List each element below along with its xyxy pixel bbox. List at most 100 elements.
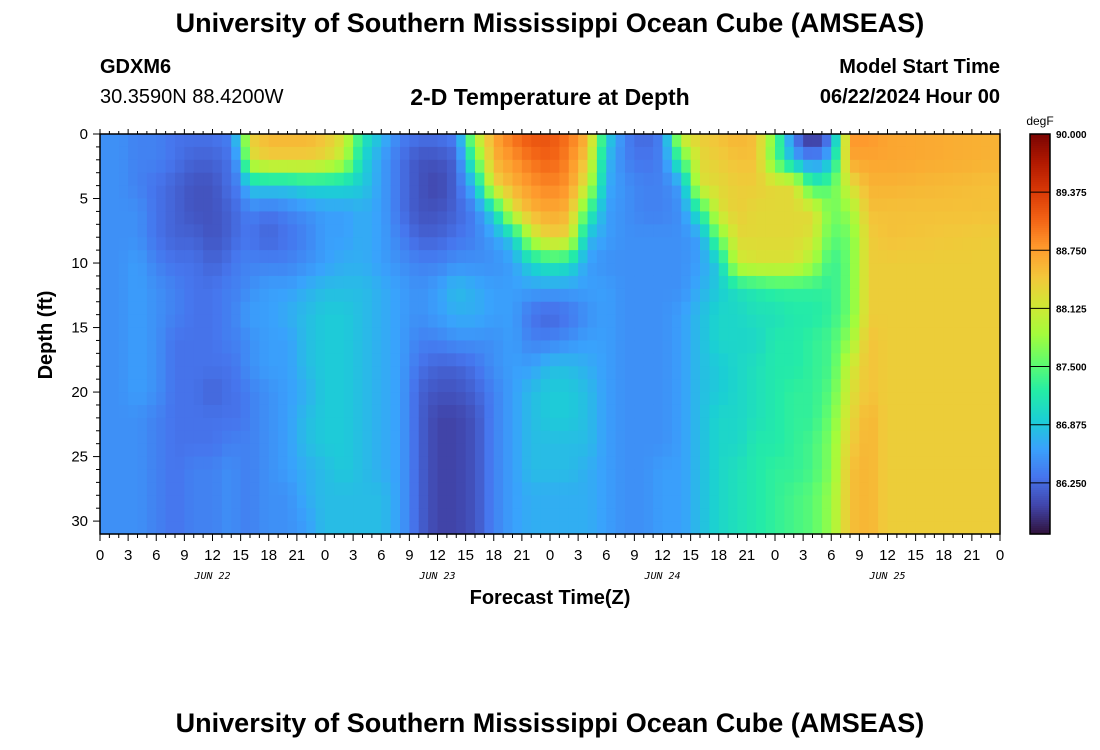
heatmap-cell [296, 301, 307, 316]
heatmap-cell [746, 404, 757, 419]
heatmap-cell [596, 327, 607, 342]
colorbar-segment [1030, 346, 1050, 349]
heatmap-cell [690, 134, 701, 148]
heatmap-cell [821, 340, 832, 354]
heatmap-cell [625, 404, 635, 419]
heatmap-cell [793, 288, 804, 303]
heatmap-cell [653, 430, 664, 445]
colorbar-segment [1030, 516, 1050, 519]
heatmap-cell [596, 275, 607, 290]
heatmap-cell [137, 172, 148, 187]
heatmap-cell [475, 456, 485, 471]
heatmap-cell [662, 417, 673, 432]
heatmap-cell [568, 327, 579, 342]
heatmap-cell [953, 275, 964, 290]
heatmap-cell [493, 469, 504, 483]
heatmap-cell [296, 353, 307, 367]
heatmap-cell [315, 443, 326, 458]
heatmap-cell [943, 263, 954, 277]
heatmap-cell [934, 430, 945, 445]
heatmap-cell [475, 198, 485, 213]
heatmap-cell [812, 159, 823, 174]
heatmap-cell [146, 482, 157, 496]
colorbar-segment [1030, 248, 1050, 251]
heatmap-cell [203, 134, 214, 148]
colorbar-segment [1030, 184, 1050, 187]
heatmap-cell [493, 250, 504, 264]
heatmap-cell [765, 172, 776, 187]
heatmap-cell [737, 353, 748, 367]
heatmap-cell [193, 340, 204, 354]
heatmap-cell [362, 417, 373, 432]
heatmap-cell [146, 134, 157, 148]
heatmap-cell [934, 237, 945, 251]
heatmap-cell [653, 379, 664, 393]
heatmap-cell [353, 288, 364, 303]
heatmap-cell [437, 275, 448, 290]
heatmap-cell [184, 224, 195, 238]
heatmap-cell [718, 146, 729, 161]
colorbar-segment [1030, 374, 1050, 377]
heatmap-cell [578, 508, 589, 522]
heatmap-cell [493, 366, 504, 380]
heatmap-cell [878, 456, 889, 471]
heatmap-cell [287, 443, 298, 458]
heatmap-cell [971, 366, 982, 380]
heatmap-cell [146, 456, 157, 471]
heatmap-cell [625, 263, 635, 277]
heatmap-cell [559, 392, 570, 406]
heatmap-cell [400, 379, 410, 393]
heatmap-cell [671, 392, 682, 406]
heatmap-cell [840, 456, 851, 471]
heatmap-cell [953, 263, 964, 277]
heatmap-cell [784, 340, 795, 354]
heatmap-cell [615, 327, 626, 342]
heatmap-cell [540, 301, 551, 316]
heatmap-cell [868, 508, 879, 522]
heatmap-cell [259, 495, 270, 509]
heatmap-cell [231, 353, 242, 367]
heatmap-cell [971, 224, 982, 238]
heatmap-cell [868, 185, 879, 200]
heatmap-cell [278, 327, 289, 342]
heatmap-cell [812, 327, 823, 342]
heatmap-cell [212, 263, 223, 277]
heatmap-cell [493, 275, 504, 290]
heatmap-cell [400, 288, 410, 303]
heatmap-cell [906, 224, 917, 238]
heatmap-cell [803, 211, 814, 225]
heatmap-cell [456, 469, 467, 483]
heatmap-cell [878, 392, 889, 406]
heatmap-cell [756, 392, 767, 406]
heatmap-cell [428, 482, 439, 496]
heatmap-cell [156, 198, 167, 213]
heatmap-cell [400, 185, 410, 200]
heatmap-cell [606, 353, 617, 367]
heatmap-cell [784, 456, 795, 471]
heatmap-cell [831, 404, 842, 419]
heatmap-cell [671, 340, 682, 354]
heatmap-cell [671, 134, 682, 148]
station-coordinates: 30.3590N 88.4200W [100, 86, 284, 108]
heatmap-cell [268, 508, 279, 522]
y-tick-label: 20 [71, 384, 88, 401]
heatmap-cell [109, 366, 120, 380]
heatmap-cell [587, 495, 598, 509]
heatmap-cell [184, 211, 195, 225]
heatmap-cell [840, 353, 851, 367]
heatmap-cell [475, 392, 485, 406]
heatmap-cell [625, 314, 635, 329]
heatmap-cell [193, 456, 204, 471]
heatmap-cell [737, 366, 748, 380]
heatmap-cell [362, 288, 373, 303]
colorbar-segment [1030, 450, 1050, 453]
heatmap-cell [428, 159, 439, 174]
heatmap-cell [540, 211, 551, 225]
heatmap-cell [634, 198, 645, 213]
heatmap-cell [850, 469, 860, 483]
heatmap-cell [981, 340, 992, 354]
heatmap-cell [521, 146, 532, 161]
heatmap-cell [896, 392, 907, 406]
heatmap-cell [634, 340, 645, 354]
colorbar-segment [1030, 218, 1050, 221]
